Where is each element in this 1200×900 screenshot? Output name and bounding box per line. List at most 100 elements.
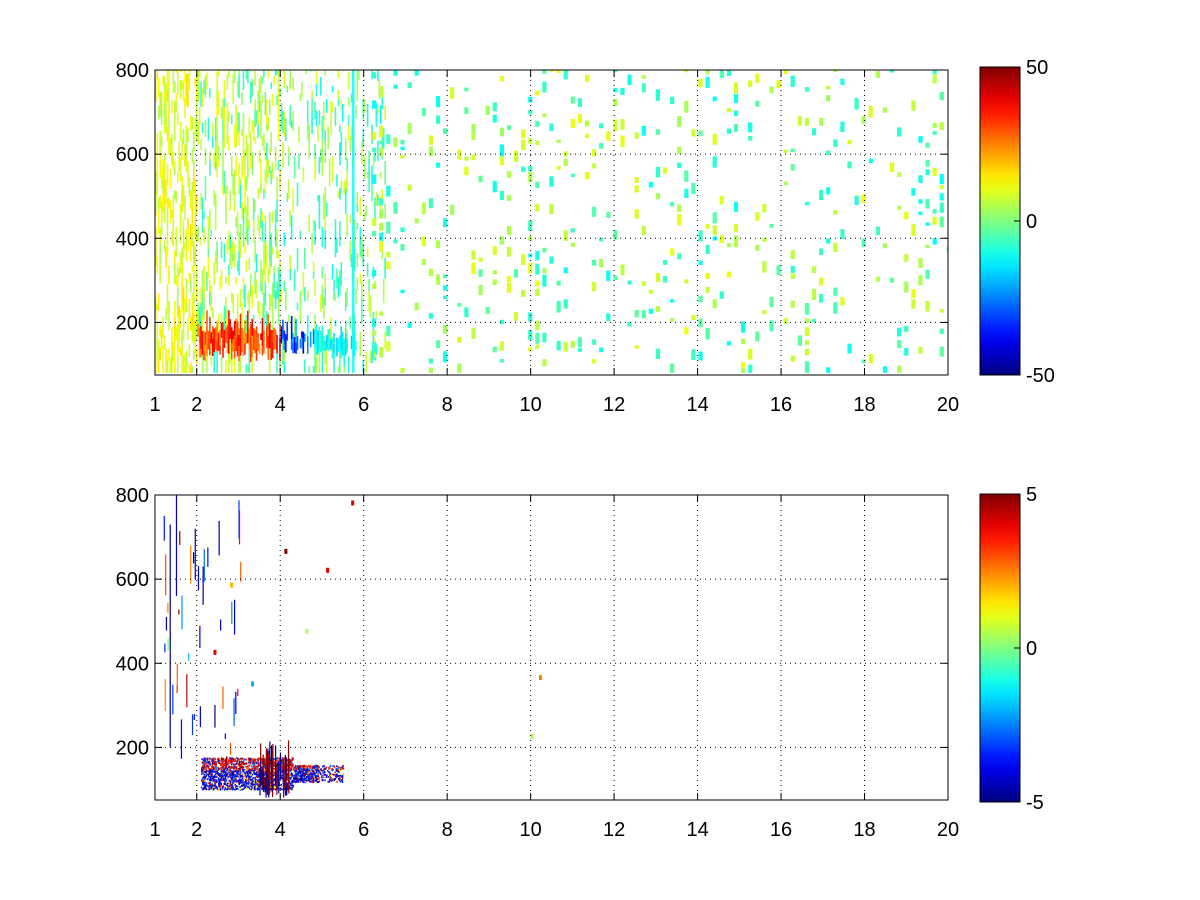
- heatmap-cell: [247, 366, 249, 373]
- heatmap-cell: [216, 321, 218, 341]
- heatmap-cell: [221, 761, 224, 764]
- heatmap-cell: [211, 773, 213, 776]
- heatmap-cell: [776, 80, 781, 89]
- heatmap-cell: [712, 96, 717, 102]
- heatmap-cell: [349, 136, 351, 152]
- heatmap-cell: [310, 773, 312, 776]
- heatmap-cell: [289, 210, 291, 227]
- heatmap-cell: [748, 364, 753, 373]
- heatmap-cell: [245, 259, 248, 273]
- heatmap-cell: [295, 774, 298, 777]
- heatmap-cell: [209, 763, 211, 765]
- heatmap-cell: [195, 100, 198, 117]
- heatmap-cell: [305, 70, 308, 74]
- heatmap-cell: [320, 77, 322, 96]
- heatmap-cell: [237, 758, 239, 761]
- heatmap-cell: [230, 780, 232, 782]
- heatmap-cell: [211, 775, 213, 777]
- heatmap-cell: [204, 345, 207, 362]
- heatmap-cell: [202, 788, 205, 791]
- heatmap-cell: [513, 269, 519, 278]
- heatmap-cell: [282, 142, 284, 168]
- heatmap-cell: [225, 772, 227, 774]
- heatmap-cell: [243, 783, 245, 786]
- heatmap-cell: [492, 114, 497, 123]
- heatmap-cell: [232, 293, 235, 314]
- heatmap-cell: [317, 330, 319, 355]
- heatmap-cell: [471, 123, 476, 133]
- heatmap-cell: [207, 117, 210, 141]
- heatmap-cell: [258, 781, 260, 783]
- heatmap-cell: [435, 274, 441, 285]
- heatmap-cell: [705, 327, 710, 340]
- heatmap-cell: [168, 129, 170, 155]
- heatmap-point: [351, 500, 355, 506]
- heatmap-cell: [236, 211, 239, 226]
- heatmap-cell: [277, 70, 280, 79]
- heatmap-cell: [266, 99, 268, 124]
- heatmap-point: [213, 649, 217, 655]
- heatmap-cell: [377, 194, 379, 206]
- heatmap-cell: [245, 212, 248, 224]
- heatmap-cell: [264, 772, 266, 775]
- heatmap-cell: [250, 774, 252, 777]
- heatmap-cell: [279, 787, 282, 790]
- heatmap-cell: [273, 761, 276, 763]
- heatmap-cell: [238, 232, 240, 252]
- heatmap-cell: [203, 773, 205, 776]
- heatmap-cell: [203, 766, 205, 769]
- heatmap-cell: [362, 129, 365, 148]
- heatmap-cell: [535, 280, 540, 287]
- heatmap-cell: [273, 327, 275, 350]
- heatmap-cell: [705, 286, 710, 293]
- heatmap-cell: [272, 787, 274, 790]
- heatmap-cell: [274, 779, 276, 782]
- heatmap-cell: [542, 359, 547, 367]
- heatmap-cell: [187, 73, 189, 84]
- heatmap-cell: [221, 779, 224, 782]
- heatmap-cell: [379, 147, 384, 157]
- heatmap-cell: [260, 75, 262, 83]
- heatmap-cell: [223, 305, 226, 330]
- heatmap-cell: [371, 70, 373, 80]
- heatmap-cell: [330, 780, 332, 783]
- heatmap-cell: [156, 70, 159, 79]
- heatmap-cell: [826, 150, 831, 155]
- heatmap-cell: [260, 181, 262, 194]
- heatmap-cell: [249, 274, 252, 298]
- heatmap-cell: [246, 781, 248, 784]
- heatmap-cell: [155, 297, 157, 320]
- heatmap-cell: [291, 780, 293, 783]
- heatmap-cell: [304, 779, 306, 781]
- heatmap-cell: [169, 524, 171, 748]
- x-tick-label: 10: [520, 394, 542, 416]
- heatmap-cell: [306, 768, 308, 771]
- heatmap-cell: [173, 353, 176, 366]
- heatmap-cell: [457, 336, 462, 343]
- heatmap-cell: [276, 228, 278, 244]
- heatmap-cell: [266, 325, 268, 348]
- heatmap-cell: [194, 125, 197, 135]
- heatmap-cell: [347, 356, 350, 373]
- heatmap-cell: [875, 276, 880, 282]
- heatmap-cell: [163, 102, 166, 124]
- heatmap-cell: [285, 758, 287, 780]
- heatmap-cell: [328, 172, 331, 187]
- heatmap-cell: [286, 778, 289, 781]
- heatmap-cell: [288, 782, 291, 784]
- heatmap-cell: [932, 131, 937, 135]
- heatmap-cell: [215, 763, 218, 765]
- heatmap-cell: [339, 780, 342, 783]
- heatmap-cell: [239, 288, 242, 307]
- heatmap-cell: [245, 176, 248, 191]
- heatmap-cell: [241, 773, 243, 776]
- heatmap-cell: [236, 760, 239, 762]
- heatmap-cell: [205, 782, 207, 784]
- heatmap-cell: [271, 211, 274, 224]
- heatmap-cell: [233, 169, 236, 188]
- heatmap-cell: [620, 118, 625, 130]
- heatmap-cell: [268, 323, 271, 349]
- heatmap-cell: [321, 774, 323, 777]
- heatmap-cell: [301, 779, 303, 782]
- heatmap-cell: [309, 767, 311, 769]
